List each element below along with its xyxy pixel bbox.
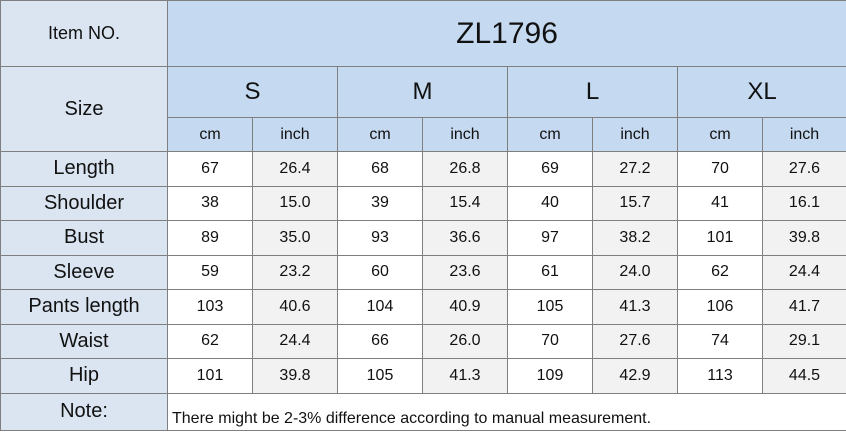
cell-value: 106	[677, 289, 763, 325]
table-row: Pants length 103 40.6 104 40.9 105 41.3 106 41.7	[0, 289, 846, 325]
cell-value: 93	[337, 220, 423, 256]
cell-value: 35.0	[252, 220, 338, 256]
cell-value: 42.9	[592, 358, 678, 394]
cell-value: 68	[337, 151, 423, 187]
cell-value: 60	[337, 254, 423, 290]
cell-value: 29.1	[762, 323, 846, 359]
table-row: Sleeve 59 23.2 60 23.6 61 24.0 62 24.4	[0, 254, 846, 290]
cell-value: 26.8	[422, 151, 508, 187]
cell-value: 27.6	[592, 323, 678, 359]
size-label: Size	[0, 66, 168, 152]
cell-value: 74	[677, 323, 763, 359]
table-row: Bust 89 35.0 93 36.6 97 38.2 101 39.8	[0, 220, 846, 256]
size-name: M	[337, 66, 508, 118]
cell-value: 103	[167, 289, 253, 325]
cell-value: 70	[677, 151, 763, 187]
size-name: L	[507, 66, 678, 118]
cell-value: 97	[507, 220, 593, 256]
cell-value: 41.7	[762, 289, 846, 325]
unit-label: inch	[592, 117, 678, 152]
cell-value: 59	[167, 254, 253, 290]
cell-value: 41	[677, 185, 763, 221]
row-label: Shoulder	[0, 185, 168, 221]
table-row: Note: There might be 2-3% difference acco…	[0, 392, 846, 431]
size-name: XL	[677, 66, 846, 118]
cell-value: 104	[337, 289, 423, 325]
cell-value: 39	[337, 185, 423, 221]
unit-label: cm	[507, 117, 593, 152]
cell-value: 41.3	[422, 358, 508, 394]
cell-value: 89	[167, 220, 253, 256]
row-label: Sleeve	[0, 254, 168, 290]
cell-value: 36.6	[422, 220, 508, 256]
cell-value: 26.0	[422, 323, 508, 359]
cell-value: 38	[167, 185, 253, 221]
cell-value: 38.2	[592, 220, 678, 256]
cell-value: 41.3	[592, 289, 678, 325]
cell-value: 113	[677, 358, 763, 394]
cell-value: 27.2	[592, 151, 678, 187]
cell-value: 24.4	[252, 323, 338, 359]
cell-value: 105	[337, 358, 423, 394]
cell-value: 40	[507, 185, 593, 221]
table-row: Shoulder 38 15.0 39 15.4 40 15.7 41 16.1	[0, 185, 846, 221]
cell-value: 101	[677, 220, 763, 256]
cell-value: 109	[507, 358, 593, 394]
cell-value: 62	[167, 323, 253, 359]
table-row: Waist 62 24.4 66 26.0 70 27.6 74 29.1	[0, 323, 846, 359]
cell-value: 39.8	[252, 358, 338, 394]
row-label: Bust	[0, 220, 168, 256]
item-value: ZL1796	[167, 0, 846, 67]
table-row: Item NO. ZL1796	[0, 0, 846, 67]
row-label: Length	[0, 151, 168, 187]
size-name: S	[167, 66, 338, 118]
table-row: cm inch cm inch cm inch cm inch	[1, 117, 846, 152]
cell-value: 44.5	[762, 358, 846, 394]
table-row: Hip 101 39.8 105 41.3 109 42.9 113 44.5	[0, 358, 846, 394]
cell-value: 40.6	[252, 289, 338, 325]
cell-value: 70	[507, 323, 593, 359]
cell-value: 27.6	[762, 151, 846, 187]
row-label: Hip	[0, 358, 168, 394]
table-row: Size S M L XL	[0, 66, 846, 152]
cell-value: 39.8	[762, 220, 846, 256]
row-label: Waist	[0, 323, 168, 359]
cell-value: 69	[507, 151, 593, 187]
cell-value: 15.0	[252, 185, 338, 221]
cell-value: 62	[677, 254, 763, 290]
note-text: There might be 2-3% difference according…	[167, 392, 846, 431]
cell-value: 16.1	[762, 185, 846, 221]
cell-value: 66	[337, 323, 423, 359]
unit-label: cm	[677, 117, 763, 152]
item-label: Item NO.	[0, 0, 168, 67]
cell-value: 40.9	[422, 289, 508, 325]
unit-label: inch	[762, 117, 846, 152]
cell-value: 105	[507, 289, 593, 325]
cell-value: 67	[167, 151, 253, 187]
cell-value: 24.4	[762, 254, 846, 290]
table-row: Length 67 26.4 68 26.8 69 27.2 70 27.6	[0, 151, 846, 187]
unit-label: cm	[337, 117, 423, 152]
cell-value: 23.2	[252, 254, 338, 290]
cell-value: 61	[507, 254, 593, 290]
note-label: Note:	[0, 392, 168, 431]
cell-value: 24.0	[592, 254, 678, 290]
unit-label: cm	[167, 117, 253, 152]
cell-value: 23.6	[422, 254, 508, 290]
cell-value: 15.4	[422, 185, 508, 221]
cell-value: 26.4	[252, 151, 338, 187]
unit-label: inch	[252, 117, 338, 152]
row-label: Pants length	[0, 289, 168, 325]
cell-value: 15.7	[592, 185, 678, 221]
unit-label: inch	[422, 117, 508, 152]
cell-value: 101	[167, 358, 253, 394]
